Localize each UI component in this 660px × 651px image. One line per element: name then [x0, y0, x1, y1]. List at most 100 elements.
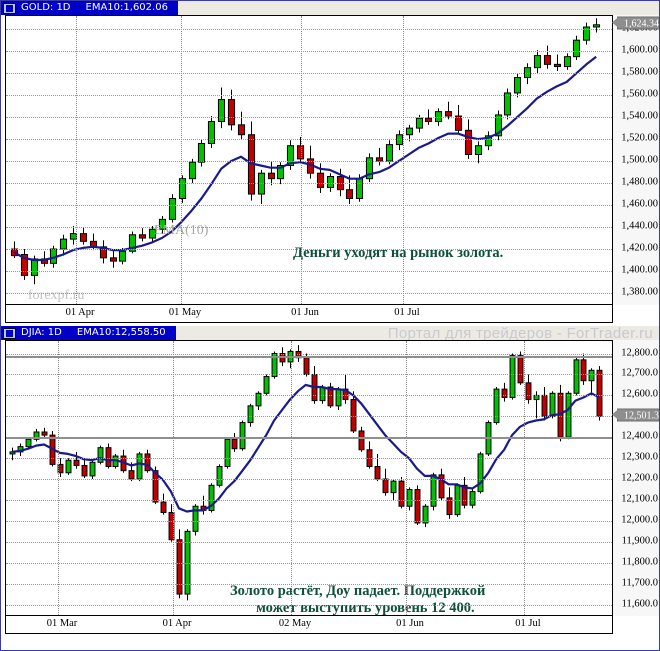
- candle-body: [484, 135, 493, 147]
- candle-body: [469, 491, 476, 506]
- candle-body: [541, 394, 548, 417]
- x-axis-djia: 01 Mar 01 Apr 02 May 01 Jun 01 Jul: [5, 616, 613, 634]
- grid-line-horizontal: [6, 604, 612, 606]
- candle-body: [422, 505, 429, 524]
- candle-body: [168, 197, 177, 220]
- candle-body: [335, 388, 342, 407]
- candle-body: [208, 484, 215, 511]
- candle-body: [176, 539, 183, 595]
- candle-body: [592, 24, 601, 28]
- window-icon[interactable]: [3, 327, 16, 339]
- candle-body: [525, 382, 532, 401]
- y-axis-tick-label: 1,420.00: [621, 242, 658, 254]
- x-axis-tick-label: 01 Apr: [162, 618, 192, 629]
- y-axis-tick-label: 12,300.0: [621, 451, 658, 463]
- candle-body: [263, 376, 270, 394]
- grid-line-vertical: [76, 16, 77, 304]
- candle-body: [207, 121, 216, 145]
- plot-area-djia[interactable]: Золото растёт, Доу падает. Поддержкой мо…: [5, 340, 613, 616]
- candle-body: [89, 461, 96, 477]
- candle-body: [188, 161, 197, 180]
- titlebar-gold-blue: GOLD: 1D EMA10:1,602.06: [1, 1, 178, 15]
- candle-body: [464, 129, 473, 156]
- candle-body: [415, 117, 424, 129]
- candle-body: [382, 478, 389, 494]
- candle-body: [573, 359, 580, 394]
- grid-line-vertical: [173, 341, 174, 615]
- candle-body: [128, 234, 137, 252]
- candle-body: [430, 474, 437, 507]
- support-level-line: [6, 437, 612, 440]
- plot-djia: Золото растёт, Доу падает. Поддержкой мо…: [1, 340, 659, 616]
- candle-body: [239, 422, 246, 450]
- y-axis-tick-label: 11,900.0: [621, 535, 658, 547]
- annotation-gold: Деньги уходят на рынок золота.: [293, 245, 504, 261]
- candle-body: [553, 63, 562, 68]
- candle-body: [424, 117, 433, 123]
- candle-body: [444, 111, 453, 117]
- y-axis-tick-label: 1,500.00: [621, 154, 658, 166]
- window-icon[interactable]: [3, 2, 16, 14]
- candle-body: [523, 67, 532, 79]
- candle-body: [454, 115, 463, 131]
- y-axis-tick-label: 11,600.0: [621, 598, 658, 610]
- candle-body: [81, 464, 88, 477]
- candle-body: [73, 459, 80, 466]
- candle-body: [358, 430, 365, 451]
- last-price-tag: 12,501.3: [612, 408, 659, 422]
- grid-line-horizontal: [6, 353, 612, 355]
- y-axis-tick-label: 1,380.00: [621, 286, 658, 298]
- symbol-label-djia: DJIA: 1D: [21, 327, 62, 338]
- candle-body: [572, 39, 581, 58]
- candle-body: [327, 386, 334, 407]
- candle-body: [588, 369, 595, 382]
- candle-body: [295, 350, 302, 359]
- grid-line-horizontal: [6, 73, 612, 75]
- titlebar-djia-filler: [175, 326, 659, 340]
- titlebar-gold-filler: [177, 1, 659, 15]
- last-price-tag: 1,624.34: [612, 16, 659, 30]
- candle-body: [549, 392, 556, 417]
- candle-body: [138, 234, 147, 239]
- candle-body: [474, 145, 483, 156]
- y-axis-tick-label: 1,560.00: [621, 88, 658, 100]
- candlestick-svg-gold: [10, 18, 601, 285]
- candle-body: [152, 470, 159, 503]
- panel-gold: GOLD: 1D EMA10:1,602.06: [1, 1, 659, 326]
- candle-body: [148, 228, 157, 239]
- candle-body: [438, 474, 445, 499]
- candle-body: [565, 392, 572, 438]
- candle-body: [178, 178, 187, 199]
- candle-body: [517, 355, 524, 384]
- candle-body: [65, 459, 72, 474]
- x-axis-tick-label: 01 Jun: [291, 307, 319, 318]
- y-axis-tick-label: 11,800.0: [621, 556, 658, 568]
- grid-line-vertical: [301, 16, 302, 304]
- grid-line-horizontal: [6, 479, 612, 481]
- x-axis-tick-label: 02 May: [278, 618, 312, 629]
- candle-body: [224, 438, 231, 467]
- titlebar-djia-blue: DJIA: 1D EMA10:12,558.50: [1, 326, 176, 340]
- candle-body: [144, 453, 151, 472]
- candle-body: [316, 172, 325, 188]
- x-axis-tick-label: 01 Mar: [46, 618, 78, 629]
- candle-body: [216, 465, 223, 486]
- y-axis-tick-label: 1,400.00: [621, 264, 658, 276]
- candle-body: [563, 56, 572, 68]
- candle-body: [582, 26, 591, 41]
- y-axis-tick-label: 1,480.00: [621, 176, 658, 188]
- plot-area-gold[interactable]: EMA(10) forexpf.ru Деньги уходят на рыно…: [5, 15, 613, 305]
- x-axis-gold: 01 Apr 01 May 01 Jun 01 Jul: [5, 305, 613, 323]
- grid-line-horizontal: [6, 51, 612, 53]
- y-axis-tick-label: 12,100.0: [621, 493, 658, 505]
- candle-body: [296, 145, 305, 160]
- symbol-label-gold: GOLD: 1D: [21, 2, 71, 13]
- candle-body: [227, 99, 236, 126]
- grid-line-vertical: [403, 16, 404, 304]
- grid-line-horizontal: [6, 183, 612, 185]
- y-axis-tick-label: 12,800.0: [621, 347, 658, 359]
- grid-line-horizontal: [6, 499, 612, 501]
- y-axis-tick-label: 12,200.0: [621, 472, 658, 484]
- grid-line-horizontal: [6, 249, 612, 251]
- grid-line-horizontal: [6, 583, 612, 585]
